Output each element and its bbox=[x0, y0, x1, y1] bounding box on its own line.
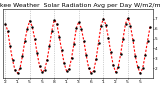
Title: Milwaukee Weather  Solar Radiation Avg per Day W/m2/minute: Milwaukee Weather Solar Radiation Avg pe… bbox=[0, 3, 160, 8]
